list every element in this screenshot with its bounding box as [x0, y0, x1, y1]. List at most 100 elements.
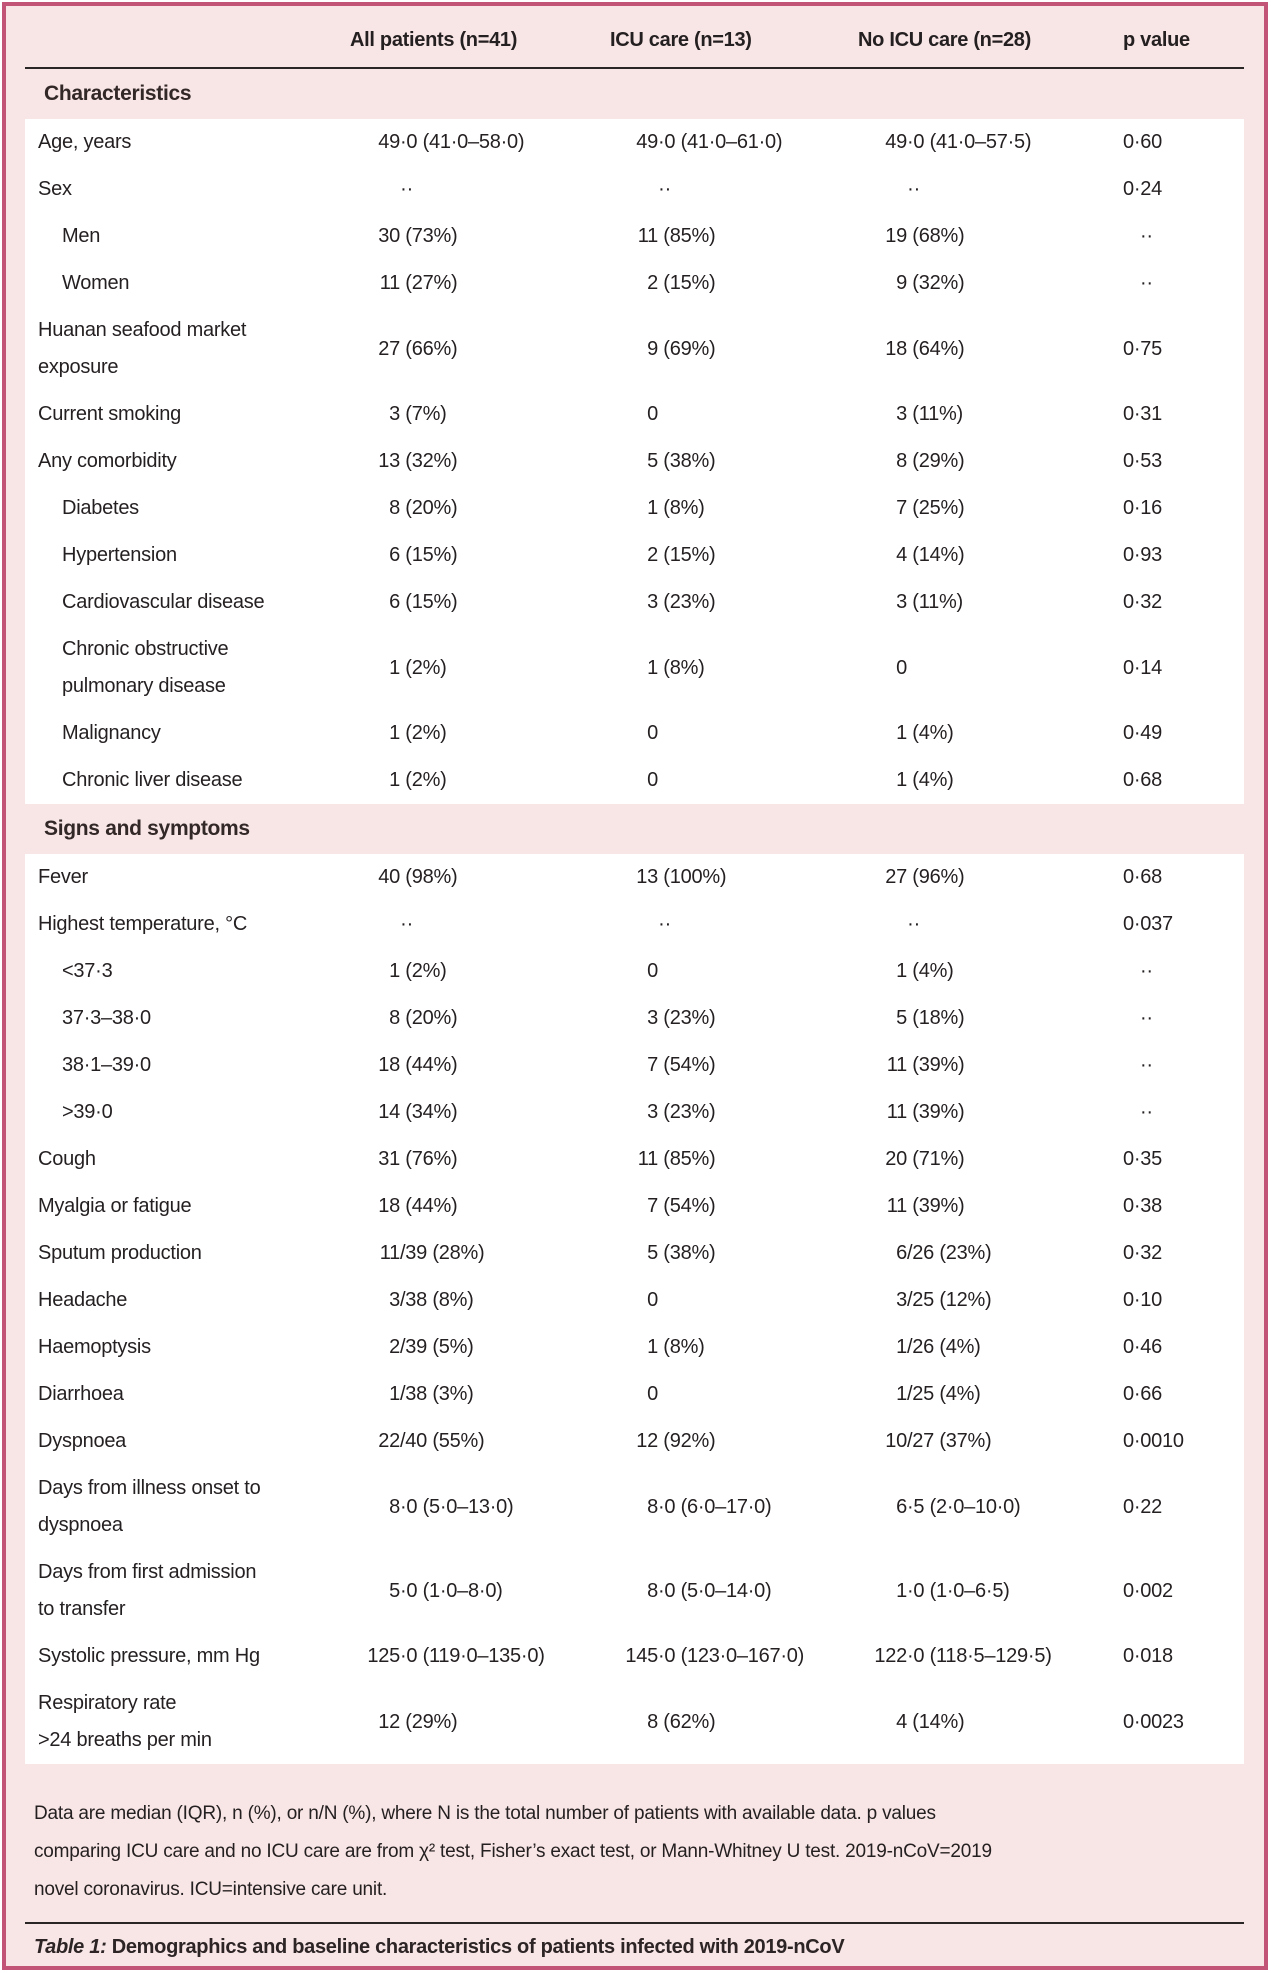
value-rest: /25 (12%)	[907, 1289, 992, 1311]
value-lead: 1	[389, 656, 400, 679]
value-lead: 122	[874, 1645, 907, 1667]
value-cell: 1 (2%)	[350, 715, 610, 752]
value-rest: (73%)	[400, 225, 458, 247]
value-lead: ··	[907, 913, 920, 935]
value-lead: 7	[647, 1054, 658, 1076]
value-cell: 145·0 (123·0–167·0)	[610, 1638, 858, 1675]
value-rest: (29%)	[400, 1710, 458, 1733]
value-cell: 5 (18%)	[858, 1000, 1123, 1037]
value-cell: 8 (29%)	[858, 443, 1123, 480]
value-rest: (39%)	[907, 1101, 965, 1123]
row-label: Cough	[38, 1148, 96, 1170]
value-cell: 8 (62%)	[610, 1704, 858, 1741]
value-cell: 8·0 (6·0–17·0)	[610, 1489, 858, 1526]
value-rest: (66%)	[400, 337, 458, 360]
value-rest: ·0 (1·0–8·0)	[400, 1579, 503, 1602]
value-lead: 10	[885, 1430, 907, 1452]
value-cell: ··	[858, 171, 1123, 208]
value-lead: 1	[647, 1336, 658, 1358]
table-row: Respiratory rate >24 breaths per min 12 (…	[25, 1680, 1244, 1764]
value-rest: (44%)	[400, 1195, 458, 1217]
value-cell: 11 (39%)	[858, 1047, 1123, 1084]
p-value-cell: 0·68	[1123, 769, 1163, 791]
table-row: Women 11 (27%) 2 (15%) 9 (32%) ··	[25, 260, 1244, 307]
p-value-cell: 0·10	[1123, 1289, 1163, 1311]
value-cell: 125·0 (119·0–135·0)	[350, 1638, 610, 1675]
value-lead: 8	[389, 497, 400, 519]
value-cell: 1 (8%)	[610, 1329, 858, 1366]
table-row: Chronic obstructive pulmonary disease 1 (…	[25, 626, 1244, 710]
value-rest: (54%)	[658, 1054, 716, 1076]
row-label: Malignancy	[62, 722, 161, 744]
value-cell: 11/39 (28%)	[350, 1235, 610, 1272]
value-lead: 40	[378, 866, 400, 888]
value-cell: 6 (15%)	[350, 537, 610, 574]
value-cell: 14 (34%)	[350, 1094, 610, 1131]
value-cell: 3 (7%)	[350, 396, 610, 433]
value-cell: 6 (15%)	[350, 584, 610, 621]
value-lead: 0	[647, 403, 658, 425]
value-lead: 11	[379, 272, 401, 294]
table-row: 38·1–39·0 18 (44%) 7 (54%) 11 (39%) ··	[25, 1042, 1244, 1089]
table-row: Huanan seafood market exposure 27 (66%) 9 …	[25, 307, 1244, 391]
value-cell: 31 (76%)	[350, 1141, 610, 1178]
row-label: Huanan seafood market exposure	[38, 319, 247, 378]
value-lead: 20	[885, 1148, 907, 1170]
caption-text: Demographics and baseline characteristic…	[111, 1936, 845, 1958]
value-cell: 0	[610, 953, 858, 990]
row-label: Haemoptysis	[38, 1336, 151, 1358]
value-rest: /26 (4%)	[907, 1336, 981, 1358]
section-title: Characteristics	[44, 82, 192, 105]
value-rest: ·0 (41·0–58·0)	[400, 131, 525, 153]
value-lead: 11	[637, 225, 659, 247]
row-label: Highest temperature, °C	[38, 913, 248, 935]
column-header-p-value: p value	[1123, 28, 1190, 51]
value-lead: 3	[389, 403, 400, 425]
value-lead: 18	[885, 337, 907, 360]
table-row: Highest temperature, °C ·· ·· ·· 0·037	[25, 901, 1244, 948]
column-header-all-patients: All patients (n=41)	[350, 28, 518, 51]
value-cell: 0	[610, 396, 858, 433]
p-value-cell: 0·49	[1123, 722, 1163, 744]
p-value-cell: 0·31	[1123, 403, 1163, 425]
row-label: Current smoking	[38, 403, 181, 425]
value-rest: /27 (37%)	[907, 1430, 992, 1452]
p-value-cell: 0·018	[1123, 1645, 1173, 1667]
value-lead: 5	[896, 1007, 907, 1029]
table-row: Days from first admission to transfer 5·0…	[25, 1549, 1244, 1633]
p-value-cell: 0·14	[1123, 656, 1163, 679]
p-value-cell: 0·32	[1123, 1242, 1163, 1264]
value-cell: 7 (54%)	[610, 1047, 858, 1084]
value-lead: 27	[378, 337, 400, 360]
value-cell: 1 (2%)	[350, 953, 610, 990]
value-cell: 5·0 (1·0–8·0)	[350, 1573, 610, 1610]
p-value-cell: ··	[1140, 1101, 1153, 1123]
value-lead: 4	[896, 1710, 907, 1733]
value-lead: 12	[378, 1710, 400, 1733]
table-row: Myalgia or fatigue 18 (44%) 7 (54%) 11 (39%…	[25, 1183, 1244, 1230]
row-label: <37·3	[62, 960, 113, 982]
value-rest: (23%)	[658, 1007, 716, 1029]
value-lead: 6	[389, 544, 400, 566]
value-lead: 8	[389, 1495, 400, 1518]
value-lead: 1	[389, 769, 400, 791]
value-lead: 14	[378, 1101, 400, 1123]
value-lead: 18	[378, 1054, 400, 1076]
p-value-cell: 0·22	[1123, 1495, 1163, 1518]
value-cell: 6/26 (23%)	[858, 1235, 1123, 1272]
value-lead: 3	[389, 1289, 400, 1311]
value-rest: (39%)	[907, 1195, 965, 1217]
value-lead: 49	[885, 131, 907, 153]
value-cell: 3 (11%)	[858, 584, 1123, 621]
value-cell: 7 (25%)	[858, 490, 1123, 527]
value-rest: (100%)	[658, 866, 727, 888]
value-cell: 8·0 (5·0–13·0)	[350, 1489, 610, 1526]
row-label: Diabetes	[62, 497, 139, 519]
row-label: Sputum production	[38, 1242, 202, 1264]
value-cell: 3/25 (12%)	[858, 1282, 1123, 1319]
value-cell: ··	[610, 906, 858, 943]
value-cell: 11 (39%)	[858, 1094, 1123, 1131]
value-rest: (8%)	[658, 497, 705, 519]
row-label: Hypertension	[62, 544, 177, 566]
